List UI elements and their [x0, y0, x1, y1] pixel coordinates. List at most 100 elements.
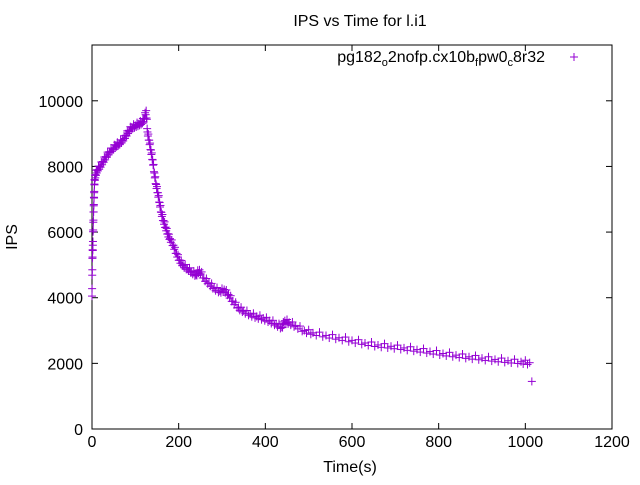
legend-label: pg182o2nofp.cx10bfpw0c8r32 — [337, 49, 545, 69]
data-point-dense — [244, 311, 253, 320]
data-point-dense — [448, 352, 457, 361]
chart-title: IPS vs Time for l.i1 — [293, 13, 426, 30]
data-point-dense — [115, 140, 124, 149]
data-point-dense — [170, 245, 179, 254]
y-axis: 0 2000 4000 6000 8000 10000 — [39, 94, 612, 439]
data-point-dense — [393, 341, 402, 350]
data-point-dense — [390, 344, 399, 353]
data-point-dense — [380, 339, 389, 348]
data-point-dense — [406, 342, 415, 351]
x-tick-label: 0 — [88, 434, 97, 451]
data-point — [161, 223, 170, 232]
data-point-dense — [416, 348, 425, 357]
data-point-dense — [409, 347, 418, 356]
data-point-dense — [497, 354, 506, 363]
data-point-dense — [288, 317, 297, 326]
data-point-dense — [254, 314, 263, 323]
data-point-dense — [89, 225, 98, 234]
data-point-dense — [474, 355, 483, 364]
data-point-dense — [494, 357, 503, 366]
data-point-dense — [331, 335, 340, 344]
data-point-dense — [396, 345, 405, 354]
data-point-dense — [481, 356, 490, 365]
data-point — [525, 358, 534, 367]
data-point-dense — [328, 330, 337, 339]
data-point-dense — [231, 298, 240, 307]
data-point-dense — [162, 224, 171, 233]
data-point-dense — [471, 351, 480, 360]
data-point-dense — [304, 325, 313, 334]
data-point-dense — [521, 356, 530, 365]
data-point-dense — [445, 348, 454, 357]
data-point-dense — [149, 160, 158, 169]
data-point — [157, 208, 166, 217]
x-tick-label: 1000 — [508, 434, 544, 451]
y-tick-label: 10000 — [39, 94, 84, 111]
data-point-dense — [351, 339, 360, 348]
x-tick-label: 200 — [165, 434, 192, 451]
data-point-dense — [364, 341, 373, 350]
data-point-dense — [325, 334, 334, 343]
y-axis-label: IPS — [4, 224, 21, 250]
data-point-dense — [487, 357, 496, 366]
data-point-dense — [226, 291, 235, 300]
data-point — [169, 241, 178, 250]
data-point-dense — [158, 210, 167, 219]
data-point-dense — [484, 352, 493, 361]
data-point-dense — [242, 306, 251, 315]
data-point-dense — [367, 337, 376, 346]
x-axis: 0 200 400 600 800 1000 1200 — [88, 45, 630, 451]
data-point — [142, 106, 151, 115]
data-point-dense — [88, 237, 97, 246]
data-point-dense — [151, 172, 160, 181]
data-point-dense — [160, 217, 169, 226]
data-point-dense — [222, 285, 231, 294]
data-point-dense — [383, 343, 392, 352]
data-point-dense — [344, 337, 353, 346]
data-point-dense — [202, 274, 211, 283]
y-tick-label: 8000 — [47, 159, 83, 176]
data-point-dense — [435, 351, 444, 360]
data-point-dense — [357, 340, 366, 349]
data-point-dense — [296, 322, 304, 331]
data-point-dense — [262, 313, 271, 322]
data-point-dense — [403, 346, 412, 355]
data-point-dense — [442, 351, 451, 360]
data-point-dense — [315, 328, 324, 337]
data-point-dense — [338, 336, 347, 345]
data-point-dense — [167, 235, 176, 244]
y-tick-label: 6000 — [47, 225, 83, 242]
data-point-dense — [510, 355, 519, 364]
data-point-dense — [142, 115, 151, 124]
data-point-dense — [170, 243, 179, 252]
data-point-dense — [264, 318, 273, 327]
data-point-dense — [164, 230, 173, 239]
x-tick-label: 400 — [252, 434, 279, 451]
data-point-dense — [257, 315, 266, 324]
data-point-dense — [89, 216, 98, 225]
y-tick-label: 4000 — [47, 291, 83, 308]
data-point-dense — [458, 349, 467, 358]
data-point-dense — [455, 353, 464, 362]
x-axis-label: Time(s) — [323, 459, 377, 476]
data-point — [159, 216, 168, 225]
data-point-dense — [290, 322, 299, 331]
data-point-dense — [500, 358, 509, 367]
data-point-dense — [468, 355, 477, 364]
data-point-dense — [207, 279, 216, 288]
data-point — [172, 249, 181, 258]
y-tick-label: 0 — [74, 422, 83, 439]
data-point-dense — [429, 350, 438, 359]
legend-marker — [570, 53, 578, 61]
data-point-dense — [138, 119, 147, 128]
data-point-dense — [312, 331, 321, 340]
data-point-dense — [377, 343, 386, 352]
data-point-dense — [268, 316, 277, 325]
data-point-dense — [141, 110, 150, 119]
x-tick-label: 800 — [425, 434, 452, 451]
x-tick-label: 600 — [339, 434, 366, 451]
data-point-dense — [174, 250, 183, 259]
data-point-dense — [341, 333, 350, 342]
data-point-dense — [157, 212, 166, 221]
